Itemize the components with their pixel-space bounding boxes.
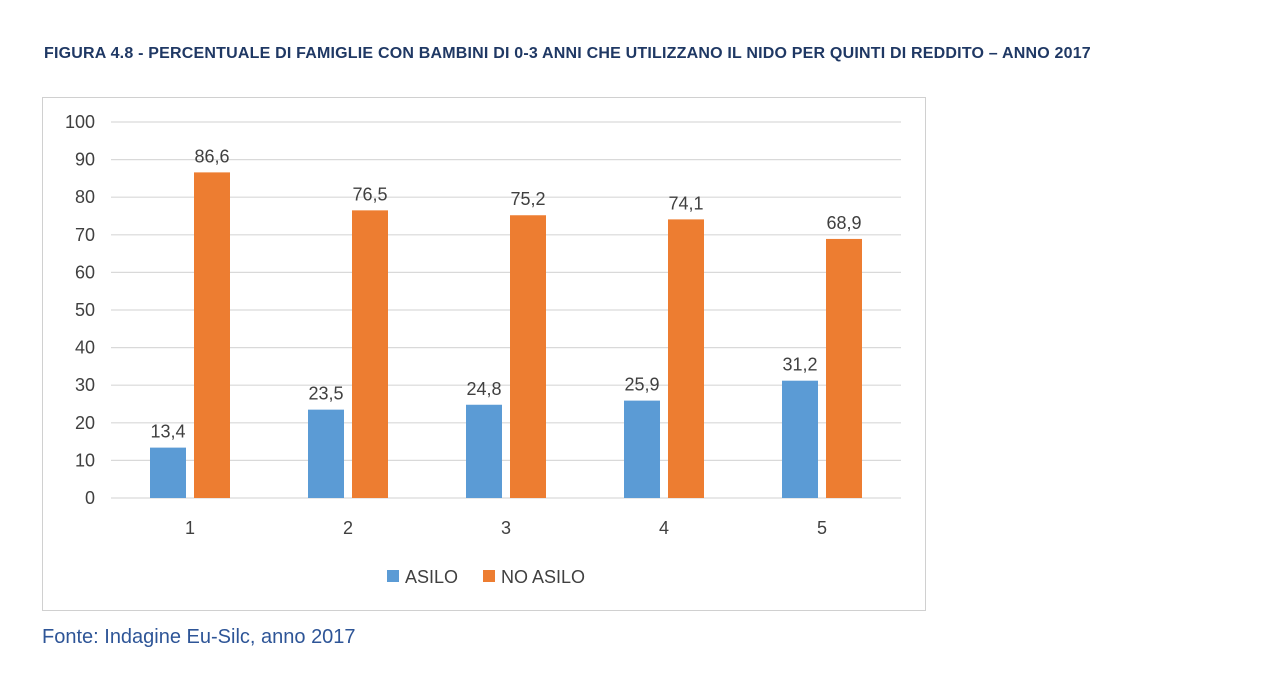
y-tick-label: 80 xyxy=(75,187,95,207)
y-tick-label: 10 xyxy=(75,450,95,470)
legend-swatch xyxy=(387,570,399,582)
data-label: 25,9 xyxy=(624,375,659,395)
y-tick-label: 30 xyxy=(75,375,95,395)
no-asilo-bar xyxy=(194,172,230,498)
source-note: Fonte: Indagine Eu-Silc, anno 2017 xyxy=(42,626,356,648)
asilo-bar xyxy=(150,447,186,498)
no-asilo-bar xyxy=(668,219,704,498)
y-tick-label: 40 xyxy=(75,338,95,358)
asilo-bar xyxy=(782,380,818,498)
chart-area: 0 10 20 30 40 50 60 70 80 90 100 13,4 23,5 24,8 25,9 31… xyxy=(42,97,926,611)
y-tick-label: 60 xyxy=(75,262,95,282)
data-label: 24,8 xyxy=(466,379,501,399)
asilo-bar xyxy=(308,409,344,498)
data-label: 68,9 xyxy=(826,213,861,233)
legend-label: NO ASILO xyxy=(501,567,585,587)
data-label: 76,5 xyxy=(352,184,387,204)
y-tick-label: 100 xyxy=(65,112,95,132)
x-tick-label: 1 xyxy=(185,518,195,538)
chart-title: FIGURA 4.8 - PERCENTUALE DI FAMIGLIE CON… xyxy=(44,45,1091,62)
x-tick-label: 3 xyxy=(501,518,511,538)
x-tick-label: 5 xyxy=(817,518,827,538)
data-label: 31,2 xyxy=(782,355,817,375)
y-tick-label: 20 xyxy=(75,413,95,433)
data-label: 74,1 xyxy=(668,193,703,213)
no-asilo-bar xyxy=(826,238,862,498)
y-tick-label: 70 xyxy=(75,225,95,245)
x-tick-label: 4 xyxy=(659,518,669,538)
data-label: 13,4 xyxy=(150,422,185,442)
asilo-bar xyxy=(624,400,660,498)
no-asilo-bar xyxy=(510,215,546,499)
data-label: 86,6 xyxy=(194,146,229,166)
data-label: 75,2 xyxy=(510,189,545,209)
data-label: 23,5 xyxy=(308,384,343,404)
legend-label: ASILO xyxy=(405,567,458,587)
no-asilo-bar xyxy=(352,210,388,499)
x-tick-label: 2 xyxy=(343,518,353,538)
y-tick-label: 0 xyxy=(85,488,95,508)
y-tick-label: 90 xyxy=(75,150,95,170)
y-tick-label: 50 xyxy=(75,300,95,320)
legend-swatch xyxy=(483,570,495,582)
asilo-bar xyxy=(466,404,502,498)
